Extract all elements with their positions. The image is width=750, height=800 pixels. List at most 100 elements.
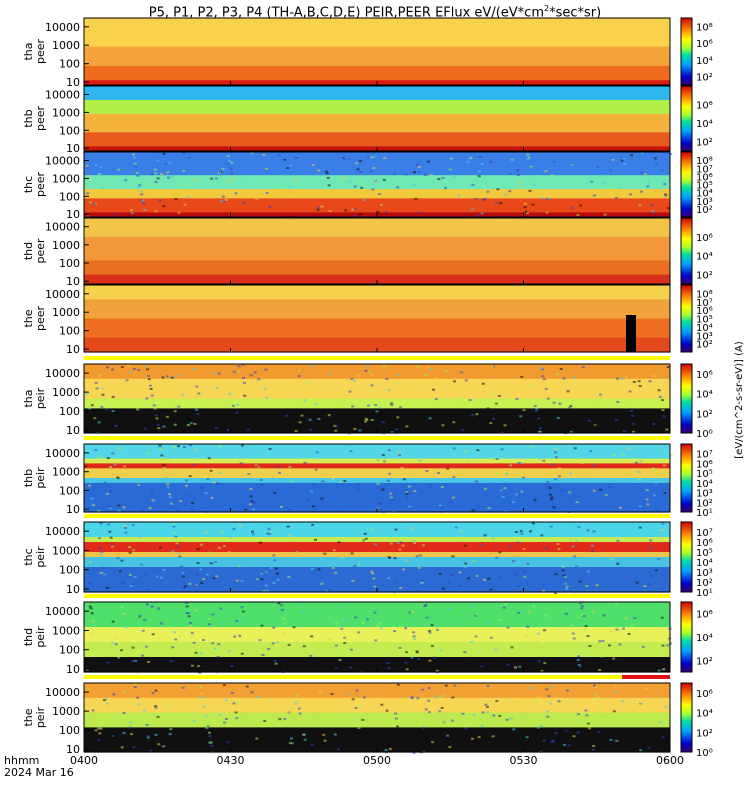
noise-pixel — [175, 542, 179, 545]
noise-pixel — [413, 638, 417, 641]
noise-pixel — [595, 697, 599, 700]
noise-pixel — [475, 574, 479, 577]
noise-pixel — [428, 629, 432, 632]
noise-pixel — [394, 712, 398, 715]
noise-pixel — [108, 505, 112, 508]
spectrogram-band — [84, 662, 670, 668]
noise-pixel — [501, 496, 505, 498]
noise-pixel — [185, 605, 189, 608]
noise-pixel — [185, 708, 189, 711]
noise-pixel — [549, 702, 552, 705]
y-tick-label: 100 — [59, 644, 80, 657]
noise-pixel — [317, 568, 321, 571]
time-row-label: hhmm — [4, 754, 39, 767]
noise-pixel — [114, 176, 118, 178]
noise-pixel — [365, 413, 369, 416]
noise-pixel — [172, 525, 176, 528]
colorbar-tick-label: 10⁴ — [696, 189, 713, 200]
noise-pixel — [323, 552, 327, 555]
noise-pixel — [360, 186, 364, 189]
noise-pixel — [363, 532, 367, 535]
noise-pixel — [245, 685, 249, 688]
noise-pixel — [483, 487, 487, 490]
noise-pixel — [615, 602, 618, 605]
noise-pixel — [567, 744, 571, 747]
noise-pixel — [468, 605, 472, 608]
noise-pixel — [373, 611, 377, 614]
noise-pixel — [339, 481, 343, 484]
noise-pixel — [549, 498, 553, 501]
noise-pixel — [149, 749, 153, 752]
colorbar-tick-label: 10⁸ — [696, 289, 713, 300]
noise-pixel — [150, 394, 154, 397]
noise-pixel — [470, 208, 474, 211]
noise-pixel — [100, 456, 104, 459]
noise-pixel — [169, 728, 173, 731]
noise-pixel — [448, 608, 452, 611]
noise-pixel — [162, 205, 166, 208]
noise-pixel — [657, 558, 661, 561]
noise-pixel — [272, 626, 276, 629]
y-tick-label: 10000 — [45, 525, 80, 538]
noise-pixel — [389, 542, 393, 545]
noise-pixel — [655, 163, 659, 166]
noise-pixel — [440, 706, 444, 709]
noise-pixel — [575, 565, 579, 568]
noise-pixel — [428, 659, 432, 662]
noise-pixel — [343, 480, 347, 482]
noise-pixel — [194, 179, 198, 182]
y-tick-label: 1000 — [52, 39, 80, 52]
noise-pixel — [375, 410, 379, 413]
noise-pixel — [568, 491, 572, 494]
title-text-end: *sec*sr) — [549, 5, 602, 21]
noise-pixel — [510, 158, 514, 161]
noise-pixel — [88, 561, 92, 564]
noise-pixel — [396, 725, 399, 728]
noise-pixel — [179, 450, 183, 453]
noise-pixel — [549, 525, 553, 528]
noise-pixel — [564, 729, 568, 732]
noise-pixel — [138, 614, 142, 617]
noise-pixel — [416, 163, 419, 166]
noise-pixel — [328, 210, 332, 213]
noise-pixel — [509, 545, 513, 548]
noise-pixel — [505, 718, 509, 721]
noise-pixel — [595, 584, 599, 587]
noise-pixel — [266, 532, 269, 535]
noise-pixel — [558, 475, 562, 478]
noise-pixel — [267, 527, 271, 530]
noise-pixel — [651, 210, 655, 213]
noise-pixel — [189, 444, 192, 447]
noise-pixel — [643, 173, 647, 176]
noise-pixel — [147, 378, 151, 381]
noise-pixel — [531, 203, 535, 206]
noise-pixel — [200, 692, 204, 695]
noise-pixel — [230, 172, 234, 175]
noise-pixel — [623, 162, 627, 165]
noise-pixel — [328, 638, 332, 641]
noise-pixel — [404, 627, 407, 630]
noise-pixel — [128, 573, 132, 576]
noise-pixel — [128, 371, 132, 374]
noise-pixel — [129, 584, 133, 587]
noise-pixel — [128, 546, 131, 549]
colorbar-tick-label: 10³ — [696, 331, 713, 342]
noise-pixel — [218, 445, 222, 448]
noise-pixel — [276, 466, 280, 469]
noise-pixel — [126, 540, 130, 543]
noise-pixel — [542, 378, 546, 381]
noise-pixel — [374, 543, 377, 546]
spectrogram-band — [84, 473, 670, 479]
noise-pixel — [133, 576, 137, 578]
noise-pixel — [396, 416, 400, 419]
noise-pixel — [230, 178, 234, 181]
noise-pixel — [602, 614, 606, 617]
noise-pixel — [276, 578, 280, 581]
noise-pixel — [482, 199, 486, 201]
noise-pixel — [552, 506, 556, 509]
noise-pixel — [253, 371, 257, 374]
noise-pixel — [518, 697, 521, 699]
noise-pixel — [133, 686, 137, 688]
noise-pixel — [242, 201, 246, 204]
noise-pixel — [409, 717, 413, 720]
